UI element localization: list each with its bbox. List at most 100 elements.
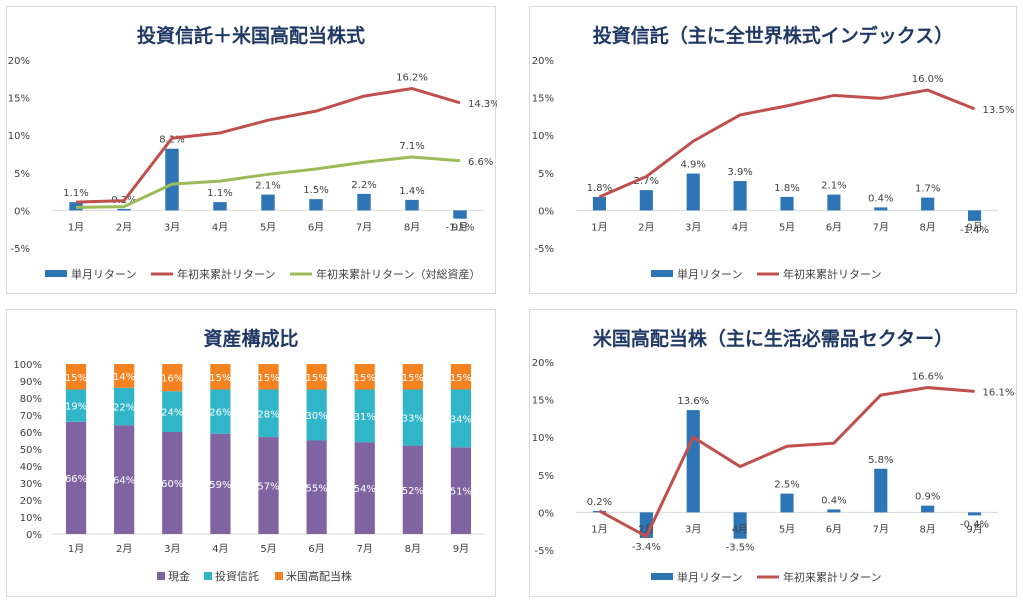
segment-fund [114, 387, 135, 426]
y-tick-label: 10% [532, 433, 554, 444]
x-tick-label: 1月 [591, 523, 607, 535]
y-tick-label: 50% [20, 445, 42, 456]
x-tick-label: 4月 [732, 221, 748, 233]
bar-monthly-return [453, 210, 467, 219]
line-ytd-return [598, 386, 975, 539]
bar-monthly-return [117, 208, 131, 211]
y-tick-label: 15% [532, 94, 554, 105]
line-data-label: 16.1% [983, 387, 1015, 398]
segment-fund [306, 389, 327, 441]
segment-data-label: 14% [113, 372, 135, 383]
segment-data-label: 19% [65, 402, 87, 413]
bar-data-label: -0.4% [960, 519, 989, 530]
segment-data-label: 34% [450, 414, 472, 425]
segment-data-label: 15% [65, 373, 87, 384]
bar-monthly-return [780, 493, 794, 513]
bar-monthly-return [733, 181, 747, 211]
segment-us-dividend [210, 364, 231, 390]
y-tick-label: 5% [538, 471, 554, 482]
x-tick-label: 9月 [966, 221, 982, 233]
segment-data-label: 28% [257, 409, 279, 420]
y-tick-label: 20% [20, 496, 42, 507]
segment-data-label: 57% [257, 482, 279, 493]
x-tick-label: 2月 [638, 221, 654, 233]
chart-panel-combined: 投資信託＋米国高配当株式 20% 15% 10% 5% 0% -5% 1.1% 0.2% 8.2… [6, 6, 497, 294]
segment-data-label: 55% [305, 483, 327, 494]
y-tick-label: -5% [535, 546, 554, 557]
y-tick-label: 70% [20, 411, 42, 422]
bar-data-label: 0.4% [821, 495, 846, 506]
line-data-label: 16.0% [912, 74, 944, 85]
x-tick-label: 6月 [826, 523, 842, 535]
segment-us-dividend [65, 364, 87, 390]
x-tick-label: 5月 [260, 221, 276, 233]
bar-monthly-return [686, 173, 700, 211]
bar-monthly-return [639, 190, 653, 211]
segment-data-label: 15% [305, 373, 327, 384]
x-tick-label: 8月 [919, 523, 935, 535]
segment-cash [258, 437, 279, 534]
y-tick-label: 60% [20, 428, 42, 439]
segment-fund [162, 391, 183, 432]
y-tick-label: 0% [538, 508, 554, 519]
x-tick-label: 7月 [873, 523, 889, 535]
segment-data-label: 60% [161, 479, 183, 490]
bar-monthly-return [780, 196, 794, 211]
bar-data-label: 0.2% [587, 497, 612, 508]
x-tick-label: 7月 [357, 543, 373, 555]
bar-data-label: 1.8% [774, 183, 799, 194]
legend-label: 投資信託 [215, 569, 259, 583]
segment-fund [402, 389, 423, 446]
x-tick-label: 9月 [452, 221, 468, 233]
y-tick-label: 40% [20, 462, 42, 473]
segment-data-label: 31% [354, 412, 376, 423]
bar-data-label: 2.5% [774, 480, 799, 491]
x-tick-label: 8月 [405, 543, 421, 555]
segment-us-dividend [354, 364, 375, 390]
bar-monthly-return [921, 505, 935, 513]
segment-cash [210, 433, 231, 534]
legend-swatch [204, 572, 212, 580]
y-tick-label: 0% [26, 530, 42, 541]
bar-monthly-return [686, 410, 700, 513]
bar-monthly-return [827, 509, 841, 513]
line-data-label: 7.1% [399, 141, 424, 152]
segment-fund [65, 389, 87, 422]
x-tick-label: 9月 [966, 523, 982, 535]
bar-data-label: 1.5% [303, 185, 328, 196]
legend-swatch-bar [651, 270, 673, 277]
y-tick-label: 5% [14, 169, 30, 180]
x-tick-label: 5月 [260, 543, 276, 555]
segment-us-dividend [114, 364, 135, 388]
asset-allocation-chart: 100% 90% 80% 70% 60% 50% 40% 30% 20% 10% 0% 66% 19% 1… [13, 360, 485, 583]
x-tick-label: 6月 [308, 543, 324, 555]
segment-data-label: 15% [450, 373, 472, 384]
segment-fund [258, 389, 279, 438]
y-tick-label: 5% [538, 169, 554, 180]
segment-data-label: 22% [113, 403, 135, 414]
bar-monthly-return [357, 193, 371, 211]
bar-monthly-return [405, 199, 419, 211]
bar-monthly-return [967, 512, 982, 516]
y-tick-label: 0% [14, 206, 30, 217]
segment-data-label: 51% [450, 487, 472, 498]
segment-cash [65, 421, 87, 534]
x-tick-label: 6月 [826, 221, 842, 233]
segment-cash [162, 432, 183, 534]
y-tick-label: 20% [532, 56, 554, 67]
line-data-label: 6.6% [468, 157, 493, 168]
y-tick-label: 80% [20, 394, 42, 405]
legend-label: 年初来累計リターン [783, 267, 881, 281]
x-tick-label: 3月 [685, 523, 701, 535]
segment-fund [450, 389, 472, 448]
x-tick-label: 5月 [779, 523, 795, 535]
bar-data-label: 0.9% [915, 492, 940, 503]
segment-us-dividend [306, 364, 327, 390]
x-tick-label: 1月 [68, 543, 84, 555]
segment-us-dividend [402, 364, 423, 390]
x-tick-label: 2月 [116, 543, 132, 555]
bar-data-label: 1.7% [915, 184, 940, 195]
x-tick-label: 4月 [212, 543, 228, 555]
x-tick-label: 6月 [308, 221, 324, 233]
x-tick-label: 1月 [591, 221, 607, 233]
